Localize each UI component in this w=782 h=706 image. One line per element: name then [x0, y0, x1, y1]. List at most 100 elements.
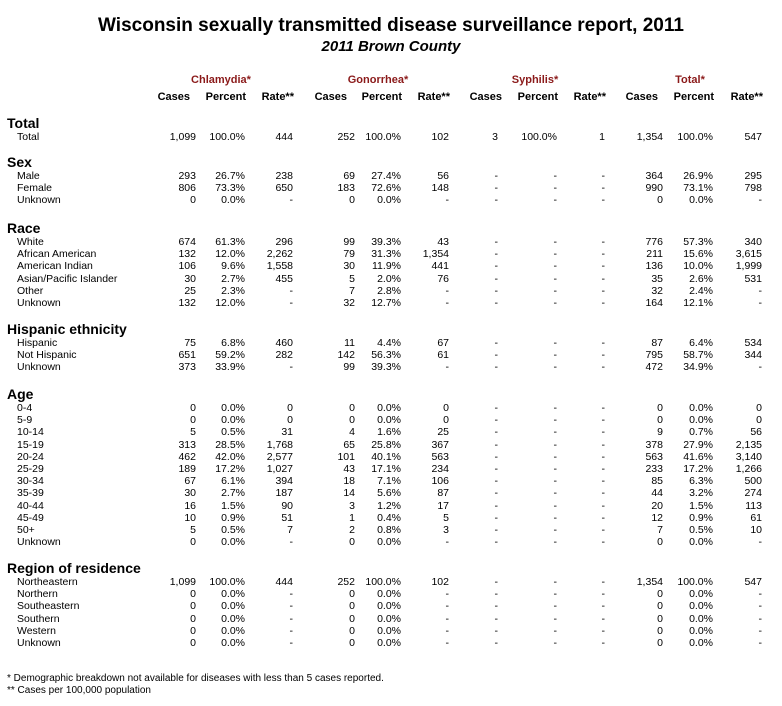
- row-label: 0-4: [17, 402, 33, 414]
- table-cell: 0.0%: [221, 637, 245, 649]
- column-header: Rate**: [417, 91, 450, 103]
- table-cell: 79: [343, 248, 355, 261]
- table-cell: 0.0%: [221, 624, 245, 637]
- table-cell: -: [494, 511, 499, 524]
- row-label: White: [17, 236, 44, 248]
- table-cell: 0.0%: [377, 402, 401, 414]
- table-cell: -: [494, 576, 499, 588]
- table-row: 15-19 313 28.5% 1,768 65 25.8% 367 - - - 378 27.9% 2…: [0, 439, 782, 451]
- table-cell: 73.1%: [683, 182, 713, 195]
- table-cell: -: [758, 194, 763, 207]
- table-cell: 35: [651, 272, 663, 285]
- table-cell: 2,262: [266, 248, 293, 261]
- table-row: Western 0 0.0% - 0 0.0% - - - - 0 0.0% -: [0, 625, 782, 637]
- table-cell: -: [601, 600, 606, 613]
- table-cell: -: [445, 624, 450, 637]
- row-label: Female: [17, 182, 53, 195]
- table-cell: -: [553, 450, 558, 463]
- table-cell: 0: [190, 600, 196, 613]
- table-row: Northern 0 0.0% - 0 0.0% - - - - 0 0.0% -: [0, 588, 782, 600]
- table-cell: 17.2%: [683, 463, 713, 475]
- table-cell: -: [601, 260, 606, 273]
- table-cell: 67: [437, 337, 449, 349]
- table-cell: 12.1%: [683, 297, 713, 309]
- table-cell: -: [758, 284, 763, 297]
- table-row: Hispanic 75 6.8% 460 11 4.4% 67 - - - 87 6.4% 534: [0, 337, 782, 349]
- section-title: Sex: [7, 154, 32, 170]
- table-cell: -: [553, 487, 558, 500]
- table-cell: -: [553, 337, 558, 349]
- table-cell: 90: [281, 499, 293, 512]
- table-cell: 394: [275, 475, 293, 488]
- table-cell: 1,354: [422, 248, 449, 261]
- table-cell: 0.5%: [221, 426, 245, 439]
- table-cell: -: [758, 624, 763, 637]
- table-cell: 142: [337, 349, 355, 362]
- table-cell: -: [601, 536, 606, 549]
- table-row: 25-29 189 17.2% 1,027 43 17.1% 234 - - - 233 17.2% 1…: [0, 463, 782, 475]
- table-row: 20-24 462 42.0% 2,577 101 40.1% 563 - - - 563 41.6%…: [0, 451, 782, 463]
- table-cell: 460: [275, 337, 293, 349]
- table-cell: 0: [349, 536, 355, 549]
- table-cell: 30: [184, 272, 196, 285]
- table-cell: 39.3%: [371, 236, 401, 248]
- table-cell: 3.2%: [689, 487, 713, 500]
- table-cell: -: [445, 612, 450, 625]
- table-cell: 798: [744, 182, 762, 195]
- table-cell: -: [445, 536, 450, 549]
- table-cell: 27.9%: [683, 438, 713, 451]
- table-cell: -: [494, 170, 499, 182]
- table-row: 35-39 30 2.7% 187 14 5.6% 87 - - - 44 3.2% 274: [0, 487, 782, 499]
- table-cell: 650: [275, 182, 293, 195]
- table-cell: 6.4%: [689, 337, 713, 349]
- table-cell: 26.7%: [215, 170, 245, 182]
- table-cell: 0.4%: [377, 511, 401, 524]
- table-cell: 0: [657, 612, 663, 625]
- table-cell: 0: [756, 414, 762, 427]
- table-cell: -: [601, 588, 606, 601]
- table-cell: 0: [349, 624, 355, 637]
- table-cell: -: [553, 438, 558, 451]
- table-cell: -: [494, 361, 499, 374]
- row-label: Unknown: [17, 194, 61, 207]
- table-cell: 2.7%: [221, 487, 245, 500]
- table-cell: 33.9%: [215, 361, 245, 374]
- row-label: American Indian: [17, 260, 93, 273]
- table-cell: 100.0%: [521, 131, 557, 143]
- table-cell: 100.0%: [365, 131, 401, 143]
- table-cell: 0: [756, 402, 762, 414]
- table-cell: -: [601, 337, 606, 349]
- table-cell: 34.9%: [683, 361, 713, 374]
- table-cell: -: [494, 426, 499, 439]
- table-cell: 776: [645, 236, 663, 248]
- table-cell: 0.0%: [377, 414, 401, 427]
- table-cell: 472: [645, 361, 663, 374]
- table-cell: 99: [343, 361, 355, 374]
- table-cell: 0: [349, 637, 355, 649]
- table-cell: -: [601, 450, 606, 463]
- row-label: 15-19: [17, 438, 44, 451]
- section-title: Hispanic ethnicity: [7, 321, 127, 337]
- column-header: Percent: [205, 91, 246, 103]
- table-cell: 4: [349, 426, 355, 439]
- table-cell: 500: [744, 475, 762, 488]
- table-row: 30-34 67 6.1% 394 18 7.1% 106 - - - 85 6.3% 500: [0, 475, 782, 487]
- section-title: Region of residence: [7, 560, 141, 576]
- table-cell: 0: [657, 637, 663, 649]
- table-cell: 100.0%: [677, 131, 713, 143]
- table-cell: -: [289, 637, 294, 649]
- table-row: Other 25 2.3% - 7 2.8% - - - - 32 2.4% -: [0, 285, 782, 297]
- table-cell: -: [494, 349, 499, 362]
- table-cell: -: [601, 426, 606, 439]
- row-label: Male: [17, 170, 40, 182]
- table-cell: 0.0%: [221, 600, 245, 613]
- table-cell: -: [553, 194, 558, 207]
- table-cell: 0.0%: [377, 194, 401, 207]
- table-cell: 563: [645, 450, 663, 463]
- table-cell: -: [494, 475, 499, 488]
- table-cell: 7.1%: [377, 475, 401, 488]
- table-cell: -: [289, 284, 294, 297]
- table-cell: 15.6%: [683, 248, 713, 261]
- table-cell: 0.0%: [689, 612, 713, 625]
- table-cell: 0: [190, 536, 196, 549]
